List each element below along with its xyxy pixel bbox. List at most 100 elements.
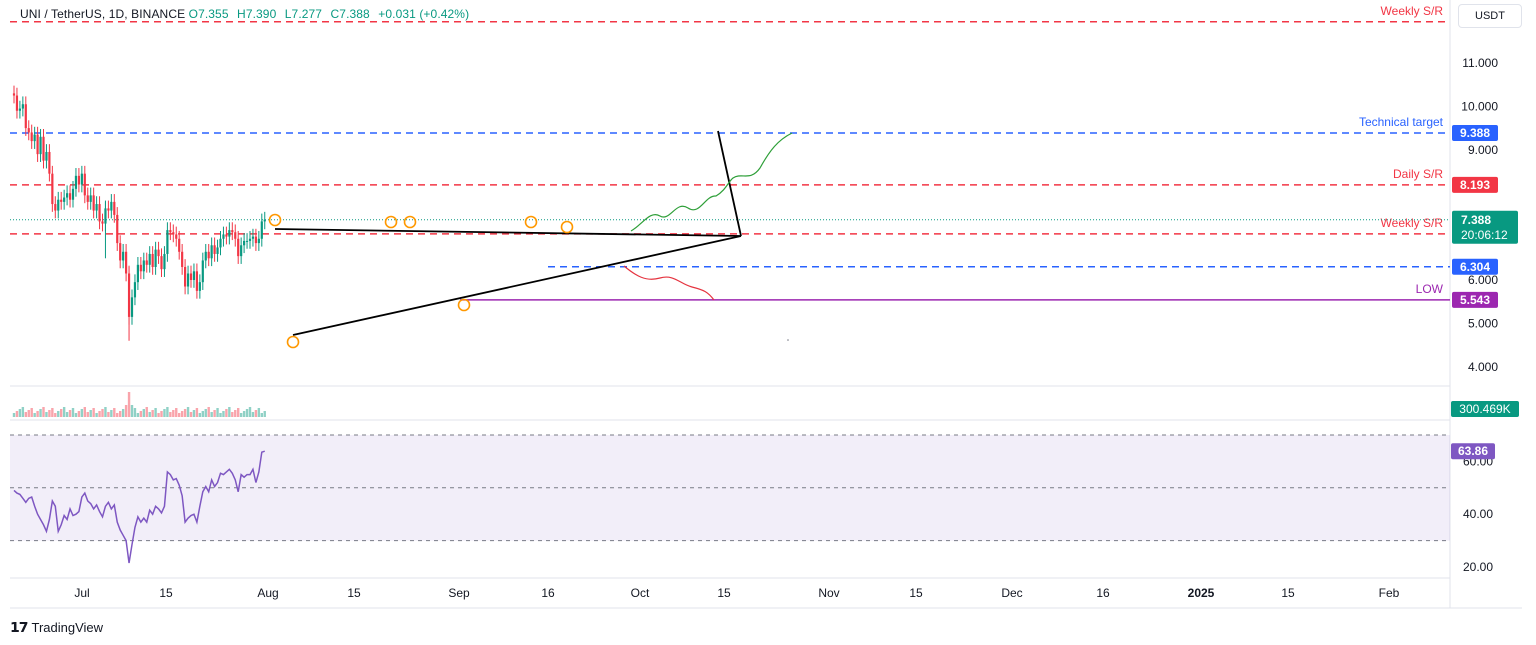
time-tick-label: Jul — [74, 586, 89, 600]
candle-body — [74, 175, 78, 189]
candle-body — [160, 256, 163, 270]
volume-bar — [245, 409, 249, 417]
candle-body — [92, 195, 95, 211]
volume-bar — [39, 409, 42, 417]
candle-body — [51, 173, 54, 205]
candle-body — [245, 240, 249, 242]
volume-bar — [15, 411, 19, 417]
time-tick-label: Oct — [631, 586, 650, 600]
volume-bar — [124, 405, 128, 417]
price-tick-label: 9.000 — [1468, 143, 1498, 157]
bullish-projection-path — [630, 132, 793, 232]
volume-bar — [110, 410, 113, 417]
volume-bar — [183, 409, 187, 417]
volume-bar — [148, 412, 151, 417]
volume-bar — [231, 412, 234, 417]
volume-bar — [201, 411, 204, 417]
volume-bar — [228, 407, 231, 417]
candle-body — [83, 173, 86, 196]
volume-bar — [121, 409, 125, 417]
volume-bar — [225, 409, 228, 417]
volume-bar — [74, 413, 78, 417]
candle-body — [251, 236, 255, 239]
ohlc-close: C7.388 — [330, 7, 370, 21]
tradingview-brand: TradingView — [31, 620, 104, 635]
volume-bar — [257, 408, 261, 417]
volume-bar — [198, 413, 202, 417]
candle-body — [157, 249, 160, 257]
volume-bar — [86, 412, 89, 417]
time-tick-label: 16 — [541, 586, 555, 600]
candle-body — [204, 251, 207, 261]
candle-body — [36, 134, 39, 155]
volume-bar — [127, 392, 131, 417]
price-tick-label: 11.000 — [1462, 56, 1498, 70]
volume-bar — [239, 413, 243, 417]
tradingview-logo-icon: 𝟭𝟳 — [10, 619, 29, 635]
volume-bar — [80, 409, 84, 417]
rsi-tick-label: 20.00 — [1463, 560, 1493, 574]
triangle-target-leg — [717, 130, 742, 237]
candle-body — [95, 204, 98, 211]
rsi-tag-bg — [1451, 443, 1495, 460]
price-tick-label: 5.000 — [1468, 316, 1498, 330]
candle-body — [133, 282, 137, 298]
volume-bar — [136, 413, 140, 417]
candle-body — [175, 234, 178, 239]
volume-bar — [68, 410, 72, 417]
candle-body — [101, 221, 104, 224]
candle-body — [237, 238, 240, 257]
candle-body — [12, 93, 16, 96]
level-label: Weekly S/R — [1381, 4, 1444, 18]
volume-bar — [263, 411, 266, 417]
volume-bar — [42, 407, 45, 417]
volume-bar — [92, 408, 95, 417]
current-price-tag-bg — [1452, 210, 1518, 244]
candle-body — [71, 188, 75, 200]
candle-body — [107, 208, 110, 211]
candle-body — [48, 151, 51, 174]
tradingview-logo[interactable]: 𝟭𝟳 TradingView — [10, 619, 103, 636]
currency-selector-button[interactable]: USDT — [1458, 4, 1522, 28]
candle-body — [263, 219, 266, 222]
pivot-circle — [524, 215, 538, 229]
candle-body — [172, 232, 175, 235]
price-tag-bg — [1452, 291, 1498, 308]
time-tick-label: Sep — [448, 586, 470, 600]
price-tick-label: 4.000 — [1468, 360, 1498, 374]
volume-bar — [113, 408, 116, 417]
volume-bar — [36, 411, 39, 417]
candle-body — [248, 238, 252, 241]
volume-bar — [60, 409, 63, 417]
candle-body — [181, 251, 184, 267]
price-tag-label: 9.388 — [1460, 126, 1490, 140]
volume-bar — [180, 411, 184, 417]
candle-body — [66, 193, 69, 198]
price-tick-label: 10.000 — [1461, 99, 1498, 113]
candlesticks — [12, 85, 266, 341]
candle-body — [21, 104, 24, 109]
volume-bar — [186, 407, 190, 417]
volume-bar — [254, 410, 258, 417]
pivot-circle — [384, 215, 398, 229]
volume-bar — [237, 408, 240, 417]
volume-bar — [27, 410, 30, 417]
candle-body — [57, 199, 60, 211]
candle-body — [192, 271, 196, 280]
level-lines: Weekly S/R Technical target Daily S/R Weekl… — [10, 4, 1450, 301]
level-label: Weekly S/R — [1381, 216, 1444, 230]
candle-body — [234, 232, 237, 239]
candle-body — [207, 251, 210, 259]
candle-body — [163, 253, 166, 270]
candle-body — [45, 151, 48, 161]
candle-body — [201, 260, 204, 283]
volume-bar — [139, 411, 143, 417]
time-tick-label: 15 — [347, 586, 361, 600]
rsi-tag-label: 63.86 — [1458, 444, 1488, 458]
candle-body — [186, 273, 190, 287]
pivot-circle — [286, 335, 300, 349]
candle-body — [148, 253, 151, 265]
price-tick-label: 6.000 — [1468, 273, 1498, 287]
triangle-lower-trendline — [292, 235, 742, 336]
